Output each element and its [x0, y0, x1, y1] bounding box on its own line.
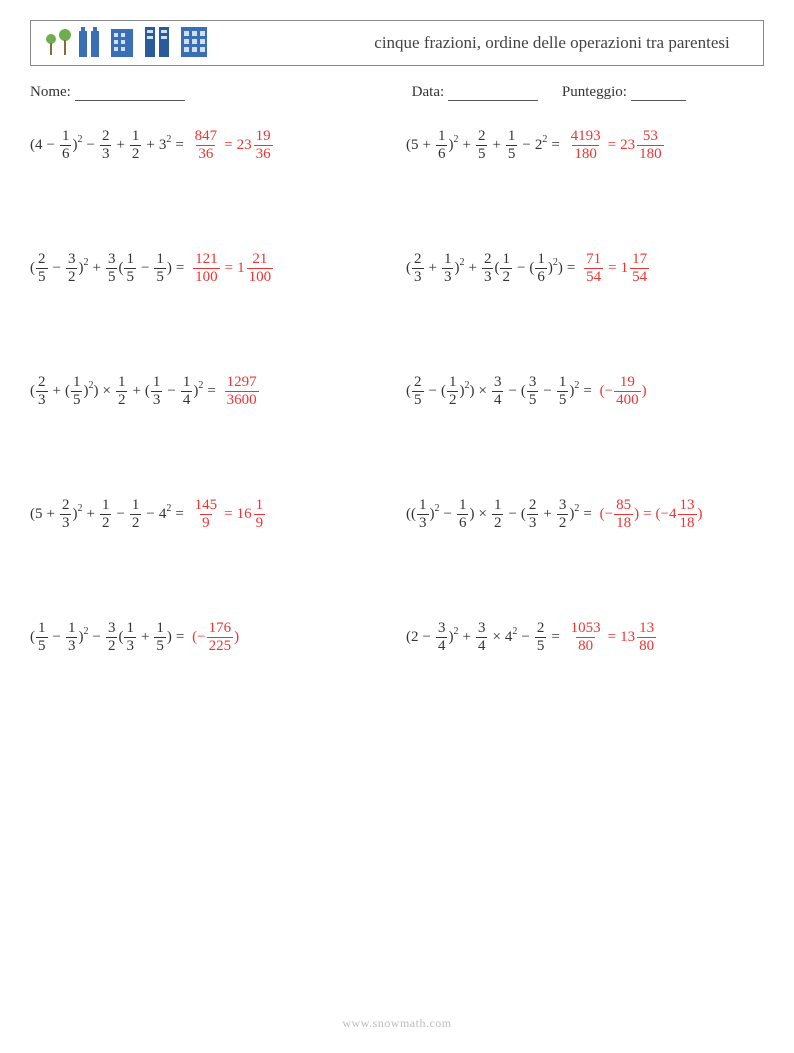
problem-expression: (23+(15)2)×12+(13−14)2= [30, 375, 220, 408]
problem-expression: (25−(12)2)×34−(35−15)2= [406, 375, 596, 408]
score-blank [631, 87, 686, 101]
problem-answer: 84736=231936 [188, 129, 274, 162]
problem-expression: (23+13)2+23(12−(16)2)= [406, 252, 579, 285]
problem-expression: (4−16)2−23+12+32= [30, 129, 188, 162]
problem-5: (23+(15)2)×12+(13−14)2= 12973600 [30, 375, 388, 408]
problem-answer: (−176225) [188, 621, 239, 654]
date-blank [448, 87, 538, 101]
score-label: Punteggio: [562, 84, 627, 100]
problem-4: (23+13)2+23(12−(16)2)= 7154=11754 [406, 252, 764, 285]
problem-expression: (2−34)2+34×42−25= [406, 621, 564, 654]
problem-expression: (5+23)2+12−12−42= [30, 498, 188, 531]
problem-answer: (−8518)=(−41318) [596, 498, 703, 531]
problem-answer: 105380=131380 [564, 621, 657, 654]
problem-8: ((13)2−16)×12−(23+32)2= (−8518)=(−41318) [406, 498, 764, 531]
problem-7: (5+23)2+12−12−42= 1459=1619 [30, 498, 388, 531]
problem-expression: (5+16)2+25+15−22= [406, 129, 564, 162]
problem-expression: ((13)2−16)×12−(23+32)2= [406, 498, 596, 531]
problem-answer: 7154=11754 [579, 252, 650, 285]
info-row: Nome: Data: Punteggio: [30, 84, 764, 101]
problem-9: (15−13)2−32(13+15)= (−176225) [30, 621, 388, 654]
problem-6: (25−(12)2)×34−(35−15)2= (−19400) [406, 375, 764, 408]
problem-1: (4−16)2−23+12+32= 84736=231936 [30, 129, 388, 162]
problem-expression: (25−32)2+35(15−15)= [30, 252, 188, 285]
problem-answer: 121100=121100 [188, 252, 274, 285]
problem-3: (25−32)2+35(15−15)= 121100=121100 [30, 252, 388, 285]
worksheet-page: cinque frazioni, ordine delle operazioni… [0, 0, 794, 1053]
problem-answer: (−19400) [596, 375, 647, 408]
header-box: cinque frazioni, ordine delle operazioni… [30, 20, 764, 66]
problem-answer: 12973600 [220, 375, 260, 408]
problem-2: (5+16)2+25+15−22= 4193180=2353180 [406, 129, 764, 162]
buildings-icon [41, 25, 231, 61]
worksheet-title: cinque frazioni, ordine delle operazioni… [231, 33, 753, 53]
footer-url: www.snowmath.com [0, 1016, 794, 1031]
name-blank [75, 87, 185, 101]
problems-grid: (4−16)2−23+12+32= 84736=231936 (5+16)2+25… [30, 129, 764, 654]
problem-answer: 1459=1619 [188, 498, 266, 531]
date-label: Data: [412, 84, 444, 100]
problem-10: (2−34)2+34×42−25= 105380=131380 [406, 621, 764, 654]
problem-expression: (15−13)2−32(13+15)= [30, 621, 188, 654]
problem-answer: 4193180=2353180 [564, 129, 665, 162]
name-label: Nome: [30, 84, 71, 100]
